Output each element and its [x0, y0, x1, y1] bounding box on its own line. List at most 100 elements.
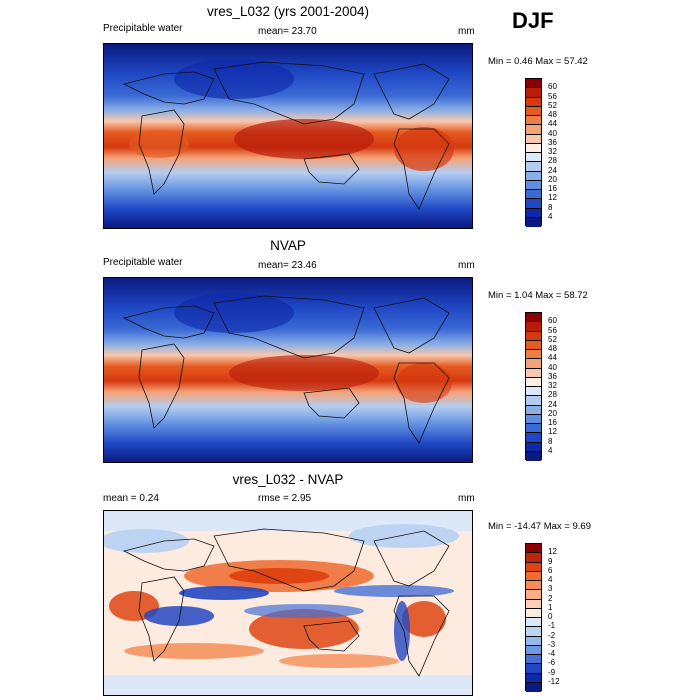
colorbar-segment	[526, 387, 541, 397]
panel1-field	[104, 44, 472, 228]
panel1-title: vres_L032 (yrs 2001-2004)	[206, 4, 370, 19]
colorbar-segment	[526, 143, 541, 153]
colorbar-segment	[526, 322, 541, 332]
colorbar-segment	[526, 396, 541, 406]
colorbar-tick-label: -2	[548, 630, 556, 640]
colorbar-segment	[526, 636, 541, 646]
colorbar-segment	[526, 442, 541, 452]
colorbar-tick-label: 48	[548, 110, 557, 119]
colorbar-segment	[526, 618, 541, 628]
colorbar-segment	[526, 562, 541, 572]
panel2-variable-label: Precipitable water	[103, 257, 183, 268]
colorbar-tick-label: 20	[548, 174, 557, 184]
colorbar-tick-label: 1	[548, 602, 553, 612]
colorbar-segment	[526, 359, 541, 369]
colorbar-tick-label: -12	[548, 676, 560, 686]
colorbar-segment	[526, 368, 541, 378]
panel2-map	[103, 277, 473, 463]
colorbar-tick-label: 12	[548, 193, 557, 203]
colorbar-tick-label: 12	[548, 547, 557, 557]
panel2-mean-label: mean= 23.46	[258, 260, 317, 271]
colorbar-tick-label: 9	[548, 556, 553, 566]
colorbar-tick-label: 52	[548, 100, 557, 110]
colorbar-tick-label: 4	[548, 445, 553, 455]
colorbar-tick-label: 32	[548, 147, 557, 156]
colorbar-segment	[526, 571, 541, 581]
colorbar-tick-label: 56	[548, 91, 557, 101]
colorbar-tick-label: 6	[548, 565, 553, 575]
colorbar-tick-label: 60	[548, 316, 557, 326]
colorbar-segment	[526, 180, 541, 190]
colorbar-tick-label: -9	[548, 667, 556, 677]
panel2-minmax: Min = 1.04 Max = 58.72	[488, 290, 588, 301]
colorbar-tick-label: 8	[548, 436, 553, 446]
colorbar-tick-label: 2	[548, 593, 553, 603]
colorbar-tick-label: -3	[548, 639, 556, 649]
colorbar-segment	[526, 350, 541, 360]
colorbar-segment	[526, 199, 541, 209]
colorbar-segment	[526, 331, 541, 341]
colorbar-segment	[526, 134, 541, 144]
panel3-mean-label: mean = 0.24	[103, 493, 159, 504]
panel3-rmse-label: rmse = 2.95	[258, 493, 312, 504]
colorbar-segment	[526, 608, 541, 618]
colorbar-tick-label: 28	[548, 390, 557, 400]
colorbar-segment	[526, 377, 541, 387]
panel1-variable-label: Precipitable water	[103, 23, 183, 34]
colorbar-segment	[526, 97, 541, 107]
colorbar-tick-label: 60	[548, 82, 557, 92]
colorbar-tick-label: 40	[548, 362, 557, 372]
colorbar-segment	[526, 414, 541, 424]
colorbar-tick-label: 32	[548, 381, 557, 390]
colorbar-tick-label: 56	[548, 325, 557, 335]
colorbar-tick-label: 3	[548, 584, 553, 594]
panel1-minmax: Min = 0.46 Max = 57.42	[488, 56, 588, 67]
colorbar-segment	[526, 106, 541, 116]
colorbar-segment	[526, 190, 541, 200]
panel3-minmax: Min = -14.47 Max = 9.69	[488, 521, 591, 532]
panel2-units: mm	[458, 260, 475, 271]
colorbar-segment	[526, 153, 541, 163]
colorbar-tick-label: 0	[548, 612, 553, 621]
colorbar-segment	[526, 340, 541, 350]
colorbar-tick-label: -1	[548, 621, 556, 631]
colorbar-tick-label: 36	[548, 137, 557, 147]
panel3-colorbar	[525, 543, 542, 692]
panel3-field	[104, 511, 472, 695]
colorbar-tick-label: 52	[548, 334, 557, 344]
colorbar-segment	[526, 682, 541, 692]
colorbar-tick-label: 4	[548, 575, 553, 584]
colorbar-segment	[526, 590, 541, 600]
colorbar-segment	[526, 673, 541, 683]
colorbar-segment	[526, 599, 541, 609]
colorbar-segment	[526, 208, 541, 218]
panel1-mean-label: mean= 23.70	[258, 26, 317, 37]
panel1-map	[103, 43, 473, 229]
colorbar-tick-label: 40	[548, 128, 557, 138]
colorbar-tick-label: 48	[548, 344, 557, 353]
panel3-title: vres_L032 - NVAP	[232, 472, 344, 487]
colorbar-tick-label: 20	[548, 408, 557, 418]
season-label: DJF	[512, 8, 554, 33]
colorbar-segment	[526, 125, 541, 135]
panel1-units: mm	[458, 26, 475, 37]
colorbar-tick-label: 44	[548, 353, 557, 363]
colorbar-tick-label: 28	[548, 156, 557, 166]
panel2-title: NVAP	[270, 238, 306, 253]
colorbar-segment	[526, 424, 541, 434]
panel3-units: mm	[458, 493, 475, 504]
colorbar-tick-label: -4	[548, 649, 556, 658]
colorbar-segment	[526, 313, 541, 323]
colorbar-tick-label: 4	[548, 211, 553, 221]
colorbar-segment	[526, 451, 541, 461]
colorbar-segment	[526, 171, 541, 181]
colorbar-segment	[526, 116, 541, 126]
colorbar-segment	[526, 433, 541, 443]
colorbar-segment	[526, 217, 541, 227]
colorbar-segment	[526, 79, 541, 89]
colorbar-segment	[526, 405, 541, 415]
colorbar-segment	[526, 627, 541, 637]
colorbar-segment	[526, 553, 541, 563]
colorbar-segment	[526, 655, 541, 665]
colorbar-tick-label: 12	[548, 427, 557, 437]
